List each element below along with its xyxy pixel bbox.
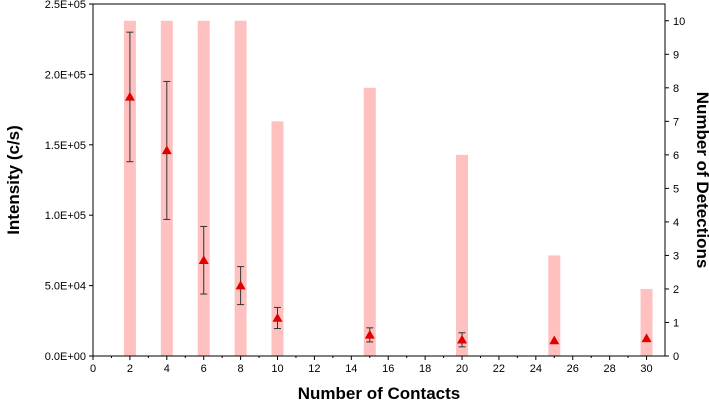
intensity-marker: [364, 329, 375, 339]
detection-bar: [456, 154, 469, 356]
intensity-marker: [457, 334, 468, 344]
y-right-tick-label: 2: [673, 284, 679, 296]
y-axis-right: 0 1 2 3 4 5 6 7 8 9 10: [665, 16, 685, 363]
detection-bar: [197, 20, 210, 357]
y-axis-left: 0.0E+00 5.0E+04 1.0E+05 1.5E+05 2.0E+05 2.5E+…: [45, 0, 93, 363]
detection-bar: [271, 121, 284, 356]
y-right-tick-label: 10: [673, 16, 685, 28]
x-axis-title: Number of Contacts: [298, 384, 460, 403]
intensity-marker: [198, 255, 209, 265]
x-axis: 0 2 4 6 8 10 12 14 16 18 20 22 24 26 28 30: [90, 356, 653, 375]
intensity-marker: [641, 333, 652, 343]
intensity-marker: [235, 280, 246, 290]
y-right-tick-label: 6: [673, 150, 679, 162]
x-tick-label: 12: [308, 363, 320, 375]
intensity-marker: [124, 91, 135, 101]
y-left-tick-label: 0.0E+00: [45, 351, 86, 363]
x-tick-label: 6: [201, 363, 207, 375]
x-tick-label: 16: [382, 363, 394, 375]
y-right-tick-label: 5: [673, 183, 679, 195]
y-left-tick-label: 1.0E+05: [45, 210, 86, 222]
detection-bar: [640, 288, 653, 356]
intensity-marker: [549, 335, 560, 345]
error-bars-layer: [126, 31, 466, 348]
x-tick-label: 14: [345, 363, 357, 375]
y-left-tick-label: 5.0E+04: [45, 281, 86, 293]
x-tick-label: 24: [530, 363, 542, 375]
y-right-tick-label: 7: [673, 116, 679, 128]
y-right-tick-label: 0: [673, 351, 679, 363]
x-tick-label: 30: [640, 363, 652, 375]
x-tick-label: 22: [493, 363, 505, 375]
detection-bar: [548, 255, 561, 356]
x-tick-label: 8: [238, 363, 244, 375]
x-tick-label: 20: [456, 363, 468, 375]
x-tick-label: 10: [271, 363, 283, 375]
x-tick-label: 26: [567, 363, 579, 375]
plot-frame: [92, 3, 666, 357]
y-right-tick-label: 8: [673, 83, 679, 95]
detection-bar: [363, 87, 376, 357]
y-right-tick-label: 3: [673, 250, 679, 262]
x-tick-label: 28: [604, 363, 616, 375]
y-left-tick-label: 1.5E+05: [45, 140, 86, 152]
x-tick-label: 2: [127, 363, 133, 375]
y-right-tick-label: 1: [673, 317, 679, 329]
y-left-tick-label: 2.5E+05: [45, 0, 86, 11]
intensity-marker: [272, 312, 283, 322]
detection-bar: [234, 20, 247, 357]
x-tick-label: 4: [164, 363, 170, 375]
y-right-tick-label: 4: [673, 217, 679, 229]
markers-layer: [124, 91, 652, 345]
y-axis-left-title: Intensity (c/s): [4, 125, 23, 235]
x-tick-label: 18: [419, 363, 431, 375]
bars-layer: [123, 20, 653, 357]
detection-bar: [123, 20, 136, 357]
y-left-tick-label: 2.0E+05: [45, 69, 86, 81]
y-axis-right-title: Number of Detections: [693, 92, 709, 269]
y-right-tick-label: 9: [673, 49, 679, 61]
intensity-marker: [161, 145, 172, 155]
x-tick-label: 0: [90, 363, 96, 375]
